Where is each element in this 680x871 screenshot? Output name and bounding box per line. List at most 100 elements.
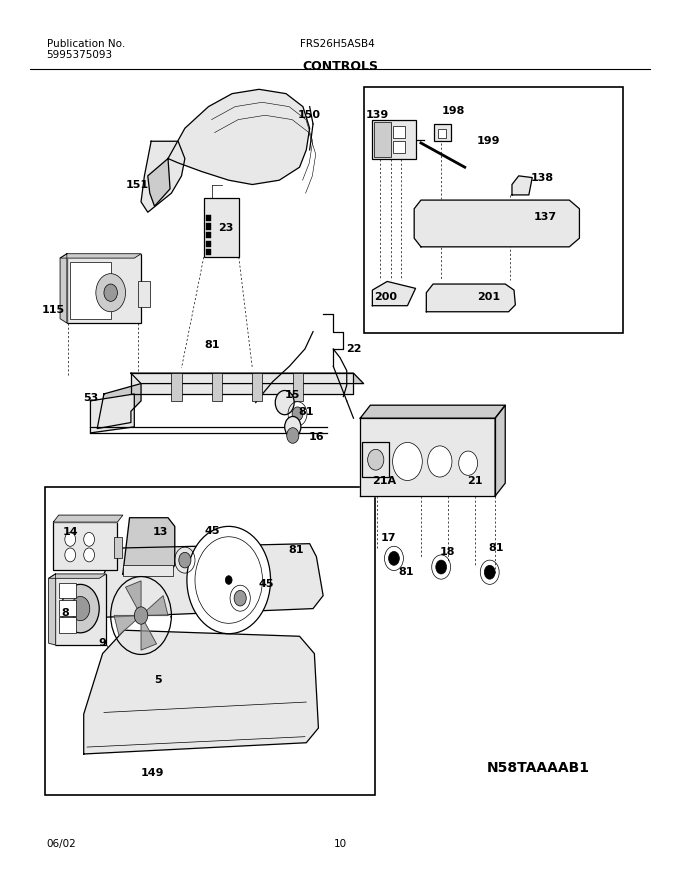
Polygon shape (49, 574, 55, 645)
Polygon shape (123, 517, 175, 574)
Bar (206, 232, 211, 238)
Bar (206, 224, 211, 230)
Circle shape (84, 532, 95, 546)
Text: 5: 5 (154, 674, 162, 685)
Bar (58, 583, 75, 598)
Text: 81: 81 (288, 544, 304, 555)
Bar (362, 442, 389, 477)
Polygon shape (495, 405, 505, 496)
Text: 198: 198 (441, 106, 465, 116)
Text: 10: 10 (333, 839, 347, 849)
Bar (206, 215, 211, 221)
Bar (114, 537, 122, 558)
Text: 138: 138 (531, 173, 554, 184)
Text: 9: 9 (99, 638, 107, 648)
Text: 200: 200 (374, 292, 396, 302)
Text: 149: 149 (141, 768, 165, 778)
Bar (392, 141, 405, 153)
Text: 45: 45 (258, 579, 273, 590)
Text: 45: 45 (204, 526, 220, 536)
Circle shape (65, 532, 75, 546)
Bar (171, 373, 182, 401)
Text: Publication No.: Publication No. (47, 39, 125, 49)
Polygon shape (146, 596, 168, 616)
Bar (206, 240, 211, 246)
Bar (55, 574, 106, 645)
Polygon shape (60, 253, 67, 323)
Text: 5995375093: 5995375093 (47, 51, 113, 60)
Polygon shape (141, 623, 156, 650)
Polygon shape (84, 631, 318, 754)
Circle shape (234, 591, 246, 606)
Text: 13: 13 (152, 528, 167, 537)
Circle shape (285, 416, 301, 437)
Circle shape (134, 607, 148, 625)
Text: 139: 139 (366, 111, 390, 120)
Bar (137, 281, 150, 307)
Circle shape (436, 560, 447, 574)
Polygon shape (131, 373, 364, 383)
Circle shape (275, 390, 294, 415)
Bar (53, 522, 118, 570)
Text: 81: 81 (204, 340, 220, 349)
Circle shape (96, 273, 126, 312)
Text: 137: 137 (534, 213, 558, 222)
Polygon shape (360, 418, 495, 496)
Circle shape (61, 584, 99, 633)
Text: CONTROLS: CONTROLS (302, 60, 378, 73)
Bar (293, 373, 303, 401)
Polygon shape (126, 581, 141, 609)
Polygon shape (141, 141, 185, 213)
Circle shape (287, 428, 299, 443)
Circle shape (368, 449, 384, 470)
Bar (204, 199, 239, 257)
Bar (392, 125, 405, 138)
Bar (67, 253, 141, 323)
Text: 23: 23 (218, 223, 233, 233)
Polygon shape (168, 90, 309, 185)
Circle shape (388, 551, 399, 565)
Circle shape (71, 597, 90, 621)
Polygon shape (414, 200, 579, 246)
Text: 81: 81 (398, 567, 414, 577)
Text: 21A: 21A (372, 476, 396, 485)
Text: 15: 15 (285, 390, 301, 400)
Circle shape (459, 451, 477, 476)
Text: 150: 150 (298, 111, 321, 120)
Circle shape (179, 552, 191, 568)
Text: N58TAAAAB1: N58TAAAAB1 (487, 760, 590, 774)
Text: 201: 201 (477, 292, 500, 302)
Polygon shape (114, 616, 135, 635)
Text: 115: 115 (41, 305, 65, 315)
Polygon shape (131, 373, 354, 394)
Text: FRS26H5ASB4: FRS26H5ASB4 (299, 39, 374, 49)
Polygon shape (97, 383, 141, 429)
Bar (373, 119, 416, 159)
Circle shape (392, 442, 422, 481)
Text: 81: 81 (489, 543, 505, 553)
Text: 199: 199 (477, 136, 500, 146)
Polygon shape (90, 394, 134, 433)
Text: 53: 53 (83, 394, 98, 403)
Bar (206, 249, 211, 255)
Bar (58, 618, 75, 633)
Bar (45, 488, 375, 794)
Text: 18: 18 (440, 547, 456, 557)
Bar (70, 262, 111, 319)
Circle shape (104, 284, 118, 301)
Text: 16: 16 (309, 432, 324, 442)
Text: 22: 22 (345, 344, 361, 354)
Circle shape (84, 548, 95, 562)
Circle shape (292, 407, 303, 421)
Text: 151: 151 (126, 179, 149, 190)
Bar (58, 600, 75, 616)
Polygon shape (373, 281, 415, 306)
Text: 14: 14 (63, 528, 78, 537)
Circle shape (65, 548, 75, 562)
Circle shape (187, 526, 271, 634)
Polygon shape (53, 515, 123, 522)
Polygon shape (60, 253, 141, 258)
Polygon shape (49, 574, 106, 578)
Polygon shape (148, 159, 170, 206)
Polygon shape (360, 405, 505, 418)
